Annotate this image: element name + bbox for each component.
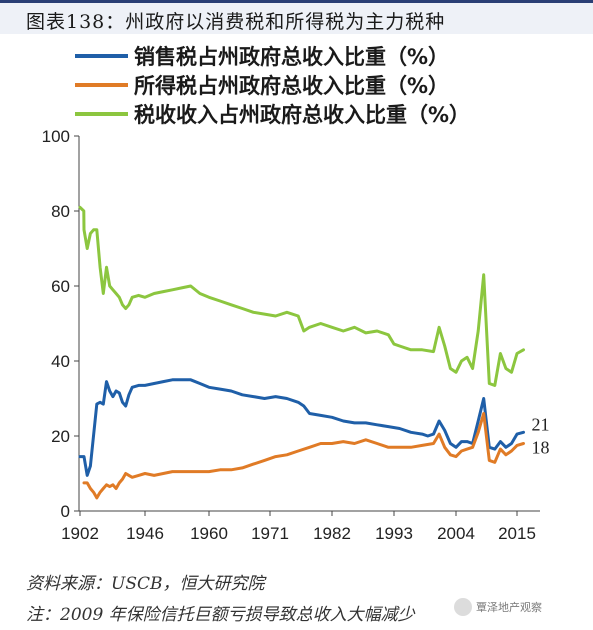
x-tick-label: 1902 (61, 524, 99, 543)
series-line-2 (78, 205, 525, 387)
wechat-icon (454, 598, 472, 616)
x-tick-label: 2015 (498, 524, 536, 543)
x-tick-label: 2004 (437, 524, 475, 543)
legend: 销售税占州政府总收入比重（%） 所得税占州政府总收入比重（%） 税收收入占州政府总收… (75, 45, 470, 127)
y-tick-label: 80 (51, 202, 70, 221)
x-tick-label: 1993 (375, 524, 413, 543)
footnote: 注：2009 年保险信托巨额亏损导致总收入大幅减少 (26, 605, 415, 625)
y-tick-label: 60 (51, 277, 70, 296)
legend-entry-label: 销售税占州政府总收入比重（%） (134, 45, 449, 69)
end-label: 18 (532, 438, 550, 458)
chart-axes: 0 20 40 60 80 100 1902 1946 1960 1971 1982 1993 2004… (42, 127, 540, 543)
title-bar: 图表138：州政府以消费税和所得税为主力税种 (0, 0, 593, 34)
legend-entry-label: 税收收入占州政府总收入比重（%） (134, 103, 470, 127)
end-label: 21 (532, 414, 550, 434)
y-tick-label: 0 (61, 502, 70, 521)
y-tick-label: 40 (51, 352, 70, 371)
x-tick-label: 1960 (190, 524, 228, 543)
series-line-1 (82, 412, 525, 500)
source-note: 资料来源：USCB，恒大研究院 (26, 574, 265, 594)
y-tick-label: 20 (51, 427, 70, 446)
watermark-text: 覃泽地产观察 (476, 601, 542, 614)
page-title: 图表138：州政府以消费税和所得税为主力税种 (26, 11, 446, 33)
y-tick-label: 100 (42, 127, 70, 146)
series-layer (78, 205, 525, 500)
x-tick-label: 1982 (313, 524, 351, 543)
x-tick-label: 1971 (251, 524, 289, 543)
series-line-0 (78, 378, 525, 477)
legend-entry-label: 所得税占州政府总收入比重（%） (134, 74, 449, 98)
x-tick-label: 1946 (126, 524, 164, 543)
line-chart: 销售税占州政府总收入比重（%） 所得税占州政府总收入比重（%） 税收收入占州政府总收… (42, 45, 550, 543)
watermark: 覃泽地产观察 (454, 598, 542, 616)
